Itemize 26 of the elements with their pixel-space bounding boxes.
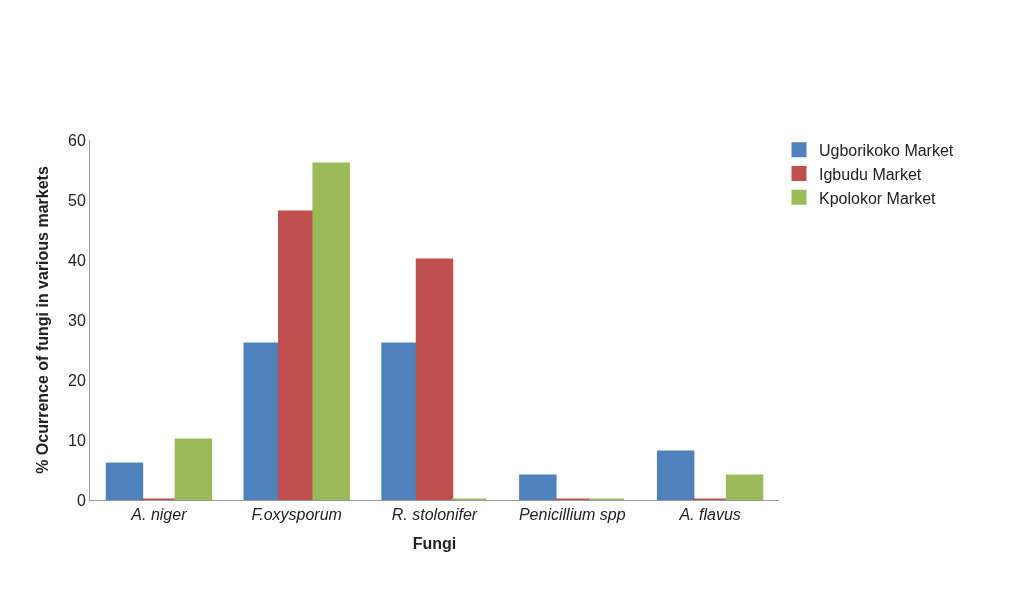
x-axis-title: Fungi (412, 534, 457, 552)
y-tick-label: 50 (68, 191, 86, 209)
legend-label: Kpolokor Market (819, 189, 937, 207)
legend-label: Ugborikoko Market (819, 141, 954, 159)
bar (415, 258, 454, 500)
x-tick-label: A. flavus (678, 506, 741, 524)
legend-label: Igbudu Market (819, 165, 922, 183)
y-tick-label: 10 (68, 431, 86, 449)
y-tick-label: 30 (68, 311, 86, 329)
y-axis-title: % Ocurrence of fungi in various markets (33, 166, 51, 474)
x-tick-label: F.oxysporum (251, 506, 342, 524)
bar (519, 474, 557, 500)
y-tick-label: 20 (68, 371, 86, 389)
bar (174, 438, 213, 500)
x-tick-label: A. niger (130, 506, 188, 524)
bar (656, 450, 695, 500)
x-tick-label: R. stolonifer (391, 506, 478, 524)
x-tick-label: Penicillium spp (518, 506, 626, 524)
bar (243, 342, 281, 500)
bar (725, 474, 764, 500)
bar (312, 162, 350, 500)
y-tick-label: 60 (68, 131, 86, 149)
y-tick-label: 40 (68, 251, 86, 269)
bar (105, 462, 144, 500)
y-tick-label: 0 (76, 491, 86, 509)
bar (381, 342, 419, 500)
